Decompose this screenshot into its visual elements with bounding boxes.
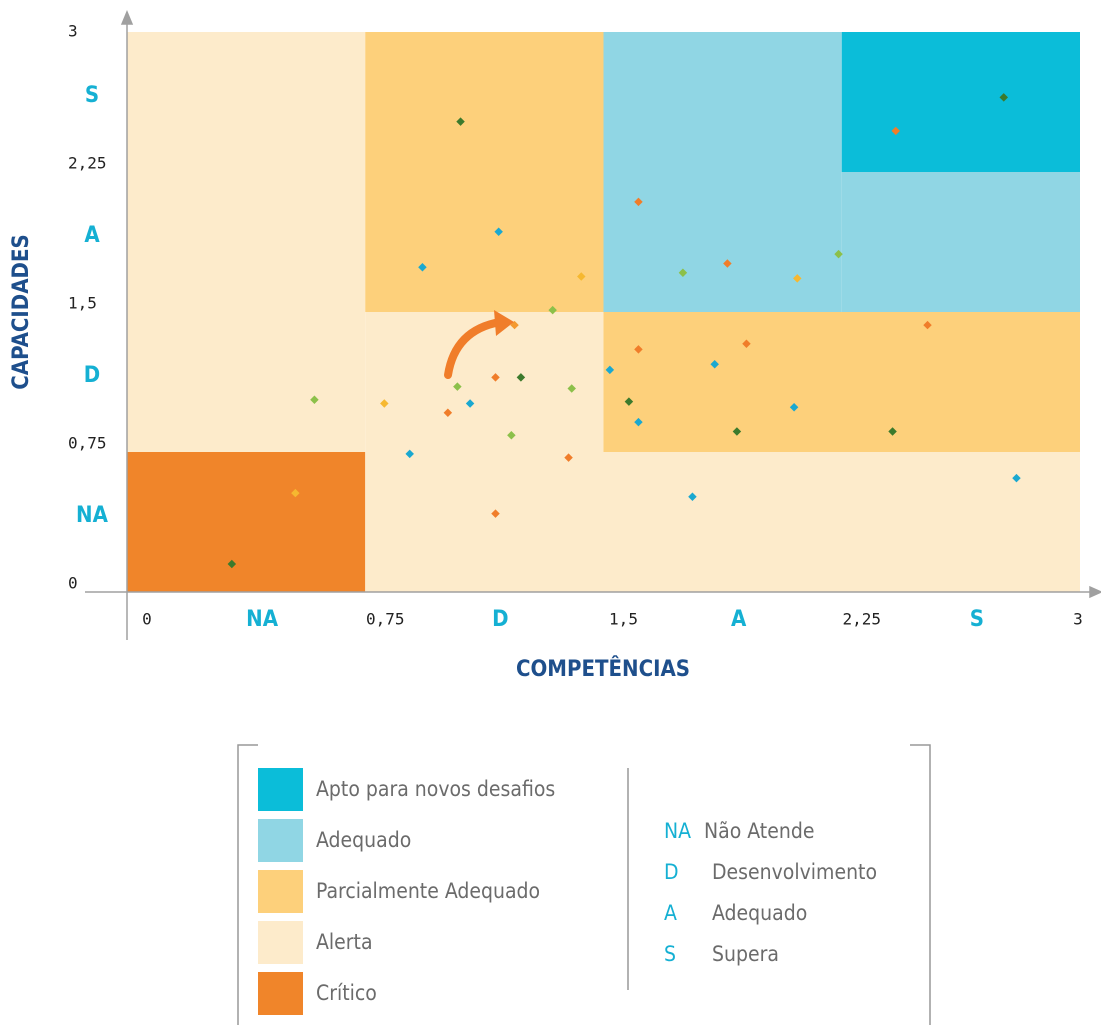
point [742, 339, 751, 348]
zone [603, 312, 1080, 452]
point [732, 427, 742, 436]
legend-bracket [237, 744, 258, 1025]
point [789, 402, 799, 412]
zones [127, 32, 1080, 592]
zone [841, 172, 1080, 312]
legend-swatch [258, 819, 303, 862]
arrow [444, 318, 504, 379]
legend-bracket [910, 744, 931, 1025]
point [548, 305, 557, 315]
point [405, 449, 414, 459]
zone [841, 32, 1080, 172]
point [634, 417, 643, 427]
point [494, 227, 503, 236]
point [418, 262, 427, 272]
point [710, 360, 719, 369]
y-axis-title: CAPACIDADES [9, 234, 34, 390]
legend-label: Apto para novos desafios [316, 777, 555, 801]
x-axis-title: COMPETÊNCIAS [516, 656, 690, 682]
zone [365, 312, 604, 592]
legend-swatch [258, 870, 303, 913]
x-tick-label: 0,75 [366, 610, 405, 629]
legend-code: NA [664, 819, 691, 843]
y-band-label: S [85, 83, 99, 108]
point [291, 488, 300, 498]
y-arrow [120, 10, 134, 25]
point [516, 373, 526, 382]
axes [85, 10, 1101, 640]
point [577, 272, 586, 281]
legend-swatch [258, 972, 303, 1015]
legend-swatch [258, 768, 303, 811]
zone [127, 452, 366, 592]
legend-code: S [664, 942, 676, 966]
legend-code: A [664, 901, 677, 925]
point [491, 373, 500, 382]
zone [603, 452, 1080, 592]
points [227, 93, 1021, 569]
x-tick-label: 0 [142, 610, 152, 629]
zone [127, 32, 366, 452]
legend-label: Crítico [316, 981, 377, 1005]
legend-swatch [258, 921, 303, 964]
y-tick-label: 1,5 [68, 294, 97, 313]
y-band-label: NA [76, 503, 109, 528]
point [888, 427, 897, 436]
legend-label: Adequado [316, 828, 411, 852]
legend-level: Desenvolvimento [712, 860, 877, 884]
point [624, 397, 634, 406]
point [1012, 473, 1021, 483]
legend-label: Parcialmente Adequado [316, 879, 540, 903]
legend-code: D [664, 860, 679, 884]
legend-level: Supera [712, 942, 779, 966]
point [443, 408, 453, 418]
x-tick-label: 2,25 [842, 610, 881, 629]
point [564, 453, 573, 462]
legend-level: Adequado [712, 901, 807, 925]
point [605, 365, 615, 375]
legend-label: Alerta [316, 930, 373, 954]
x-tick-label: 3 [1073, 610, 1083, 629]
y-tick-label: 2,25 [68, 154, 107, 173]
x-tick-label: 1,5 [609, 610, 638, 629]
x-band-label: S [970, 607, 984, 632]
point [380, 399, 389, 408]
x-band-label: D [492, 607, 508, 632]
point [507, 430, 516, 440]
y-band-label: A [84, 223, 100, 248]
point [491, 509, 500, 518]
point [688, 492, 697, 502]
point [567, 384, 576, 393]
y-tick-label: 3 [68, 22, 78, 41]
zone [365, 32, 604, 312]
x-band-label: A [731, 607, 747, 632]
point [310, 395, 319, 404]
legend-level: Não Atende [704, 819, 814, 843]
point [453, 382, 462, 391]
point [634, 345, 643, 354]
point [456, 117, 465, 126]
point [723, 259, 732, 268]
zone [603, 32, 842, 312]
y-band-label: D [84, 363, 100, 388]
point [793, 274, 802, 283]
x-band-label: NA [246, 607, 279, 632]
y-tick-label: 0 [68, 574, 78, 593]
legend [237, 744, 931, 1025]
point [678, 268, 688, 278]
arrow-head [494, 310, 514, 336]
point [465, 399, 475, 408]
point [923, 320, 932, 330]
x-arrow [1089, 585, 1101, 599]
y-tick-label: 0,75 [68, 434, 107, 453]
